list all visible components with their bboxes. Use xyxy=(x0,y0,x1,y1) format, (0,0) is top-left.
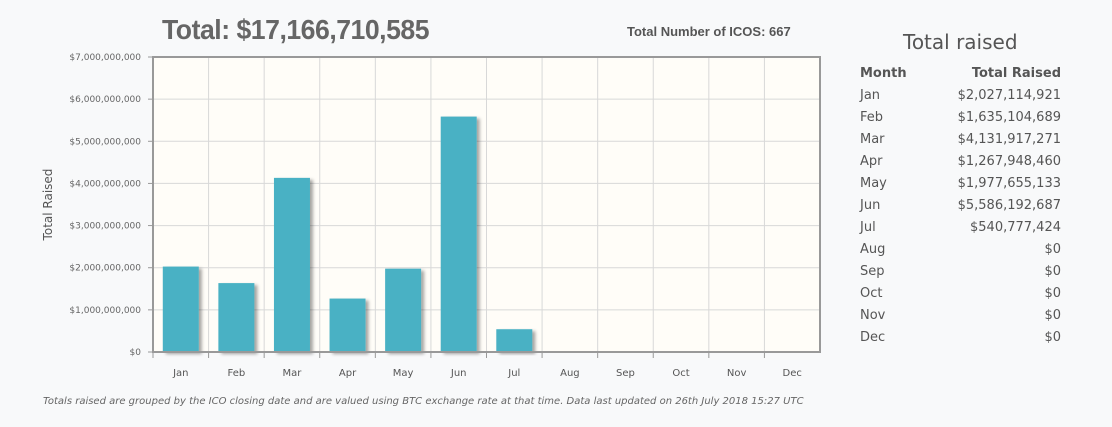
row-total: $5,586,192,687 xyxy=(957,197,1061,213)
y-tick-label: $2,000,000,000 xyxy=(69,264,141,274)
y-tick-label: $4,000,000,000 xyxy=(69,179,141,189)
plot-border xyxy=(152,56,821,353)
table-row: Aug $0 xyxy=(860,238,1061,260)
y-tick-label: $6,000,000,000 xyxy=(69,95,141,105)
column-header-month: Month xyxy=(860,65,907,81)
x-tick-label: Nov xyxy=(727,368,747,379)
footnote: Totals raised are grouped by the ICO clo… xyxy=(43,396,804,407)
total-raised-heading: Total: $17,166,710,585 xyxy=(162,14,430,45)
row-total: $0 xyxy=(1044,263,1061,279)
row-total: $4,131,917,271 xyxy=(957,131,1061,147)
row-month: Mar xyxy=(860,131,885,147)
row-month: Nov xyxy=(860,307,886,323)
row-total: $2,027,114,921 xyxy=(957,87,1061,103)
bar-mar xyxy=(273,177,310,352)
bar-apr xyxy=(329,298,366,352)
row-total: $0 xyxy=(1044,241,1061,257)
bar-chart: $0 $1,000,000,000 $2,000,000,000 $3,000,000… xyxy=(41,53,821,379)
row-month: Sep xyxy=(860,263,885,279)
y-tick-label: $5,000,000,000 xyxy=(69,137,141,147)
x-tick-label: Dec xyxy=(783,368,802,379)
y-tick-label: $3,000,000,000 xyxy=(69,222,141,232)
table-row: Mar $4,131,917,271 xyxy=(860,128,1061,150)
row-month: Feb xyxy=(860,109,884,125)
bar-jun xyxy=(440,116,477,352)
x-tick-label: Sep xyxy=(616,368,635,379)
totals-table: Month Total Raised Jan $2,027,114,921 Feb $… xyxy=(860,62,1061,348)
y-tick-label: $7,000,000,000 xyxy=(69,53,141,63)
table-title: Total raised xyxy=(903,30,1018,54)
row-total: $0 xyxy=(1044,329,1061,345)
row-month: Jul xyxy=(860,219,876,235)
x-tick-label: Jul xyxy=(507,368,520,379)
bar-jul xyxy=(496,329,533,352)
totals-table-panel: Total raised Month Total Raised Jan $2,02… xyxy=(860,30,1061,348)
x-tick-label: May xyxy=(393,368,414,379)
table-row: Dec $0 xyxy=(860,326,1061,348)
row-month: Oct xyxy=(860,285,883,301)
x-tick-label: Apr xyxy=(339,368,357,379)
row-month: May xyxy=(860,175,887,191)
row-month: Jan xyxy=(860,87,881,103)
y-tick-label: $1,000,000,000 xyxy=(69,306,141,316)
x-tick-label: Mar xyxy=(283,368,303,379)
table-row: May $1,977,655,133 xyxy=(860,172,1061,194)
table-row: Jun $5,586,192,687 xyxy=(860,194,1061,216)
table-row: Nov $0 xyxy=(860,304,1061,326)
row-total: $1,977,655,133 xyxy=(957,175,1061,191)
table-row: Apr $1,267,948,460 xyxy=(860,150,1061,172)
row-total: $0 xyxy=(1044,307,1061,323)
table-row: Oct $0 xyxy=(860,282,1061,304)
table-row: Jan $2,027,114,921 xyxy=(860,84,1061,106)
table-row: Jul $540,777,424 xyxy=(860,216,1061,238)
y-tick-label: $0 xyxy=(130,348,142,358)
row-total: $540,777,424 xyxy=(970,219,1061,235)
x-tick-label: Feb xyxy=(228,368,246,379)
table-row: Sep $0 xyxy=(860,260,1061,282)
x-tick-label: Oct xyxy=(672,368,689,379)
row-month: Aug xyxy=(860,241,886,257)
row-total: $1,635,104,689 xyxy=(957,109,1061,125)
bar-may xyxy=(385,268,422,352)
column-header-total: Total Raised xyxy=(971,65,1061,81)
y-axis-label: Total Raised xyxy=(41,169,55,242)
row-month: Dec xyxy=(860,329,886,345)
row-month: Jun xyxy=(860,197,881,213)
x-tick-label: Aug xyxy=(560,368,580,379)
row-month: Apr xyxy=(860,153,883,169)
table-row: Feb $1,635,104,689 xyxy=(860,106,1061,128)
row-total: $0 xyxy=(1044,285,1061,301)
x-tick-label: Jun xyxy=(450,368,467,379)
bar-jan xyxy=(162,266,199,352)
x-tick-label: Jan xyxy=(172,368,188,379)
total-icos-count: Total Number of ICOS: 667 xyxy=(627,24,791,39)
row-total: $1,267,948,460 xyxy=(957,153,1061,169)
bar-feb xyxy=(218,283,255,352)
